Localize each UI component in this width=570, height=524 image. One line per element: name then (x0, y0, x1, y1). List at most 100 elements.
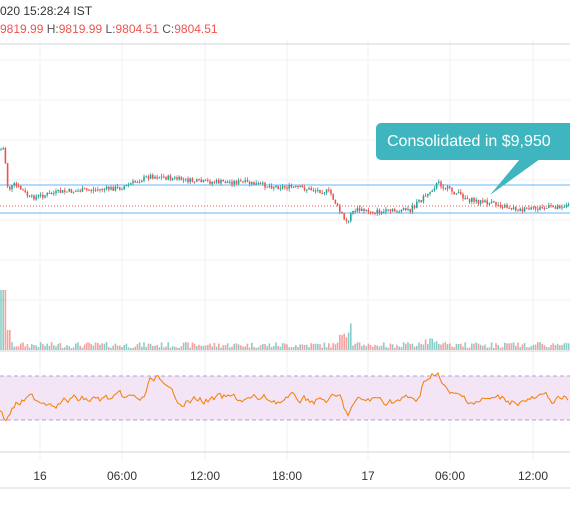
annotation-callout[interactable]: Consolidated in $9,950 (376, 123, 570, 160)
candle-body (356, 208, 359, 212)
candle-body (365, 209, 367, 212)
candle-body (343, 213, 345, 220)
volume-bar (37, 347, 40, 350)
candle-body (275, 185, 277, 188)
volume-bar (499, 347, 502, 350)
candle-body (431, 190, 433, 192)
candle-body (521, 208, 524, 212)
volume-bar (138, 342, 141, 350)
volume-bar (180, 346, 183, 350)
candle-body (501, 207, 504, 209)
candle-body (125, 184, 128, 187)
candle-body (471, 197, 473, 202)
volume-bar (306, 344, 308, 350)
volume-bar (407, 342, 409, 350)
candle-body (389, 209, 392, 212)
volume-bar (222, 345, 224, 350)
volume-bar (389, 343, 392, 350)
volume-bar (108, 346, 110, 350)
volume-bar (202, 346, 205, 350)
volume-bar (336, 342, 339, 350)
candle-body (86, 188, 88, 190)
volume-bar (446, 344, 449, 350)
candle-body (154, 176, 156, 179)
volume-bar (429, 338, 431, 350)
candle-body (369, 211, 372, 213)
candle-body (396, 211, 398, 213)
candle-body (215, 180, 218, 183)
candle-body (361, 208, 363, 212)
candle-body (262, 182, 264, 184)
volume-bar (398, 346, 400, 350)
volume-bar (312, 344, 315, 350)
candle-body (411, 205, 414, 212)
candle-body (550, 205, 552, 207)
volume-bar (83, 344, 86, 350)
volume-bar (321, 347, 323, 350)
candle-body (231, 181, 233, 185)
candle-body (473, 197, 475, 202)
volume-bar (70, 347, 73, 350)
volume-bar (97, 343, 99, 350)
volume-bar (284, 343, 286, 350)
volume-bar (229, 347, 231, 350)
candle-body (116, 186, 119, 188)
volume-bar (409, 343, 411, 350)
volume-bar (468, 347, 471, 350)
volume-bar (259, 345, 262, 350)
candle-body (347, 220, 350, 222)
volume-bar (22, 342, 24, 350)
candle-body (277, 185, 279, 189)
candle-body (319, 189, 321, 194)
volume-bar (561, 345, 563, 350)
volume-bar (341, 335, 343, 350)
volume-bar (394, 347, 396, 350)
volume-bar (55, 346, 57, 350)
candle-body (563, 206, 565, 208)
candle-body (543, 208, 546, 210)
candle-body (9, 186, 11, 190)
candle-body (429, 191, 431, 194)
candle-body (312, 190, 315, 192)
volume-bar (178, 347, 180, 350)
volume-bar (167, 342, 169, 350)
volume-bar (451, 346, 453, 350)
candle-body (273, 187, 275, 189)
volume-bar (345, 337, 348, 350)
volume-bar (207, 344, 209, 350)
candle-body (323, 192, 326, 194)
candle-body (532, 206, 535, 208)
candle-body (233, 181, 235, 185)
candle-body (477, 199, 480, 204)
candle-body (24, 190, 26, 192)
candle-body (567, 203, 570, 205)
volume-bar (50, 342, 53, 350)
volume-bar (20, 343, 22, 350)
volume-bar (501, 347, 504, 350)
volume-bar (132, 347, 134, 350)
volume-bar (253, 346, 255, 350)
candle-body (475, 199, 477, 202)
volume-bar (264, 344, 266, 350)
candle-body (374, 212, 376, 214)
volume-bar (290, 347, 293, 350)
volume-bar (2, 290, 4, 350)
volume-bar (347, 332, 350, 350)
candle-body (398, 211, 400, 213)
volume-bar (548, 347, 550, 350)
candle-body (83, 188, 86, 190)
volume-bar (86, 342, 88, 350)
candle-body (512, 207, 515, 210)
volume-bar (497, 345, 499, 350)
volume-bar (528, 347, 530, 350)
volume-bar (506, 343, 508, 350)
volume-bar (270, 346, 273, 350)
volume-bar (279, 346, 282, 350)
candle-body (240, 180, 242, 182)
candle-body (490, 201, 493, 204)
volume-bar (116, 345, 119, 350)
volume-bar (163, 347, 165, 350)
volume-bar (554, 345, 557, 350)
high-value: 9819.99 (58, 22, 103, 36)
